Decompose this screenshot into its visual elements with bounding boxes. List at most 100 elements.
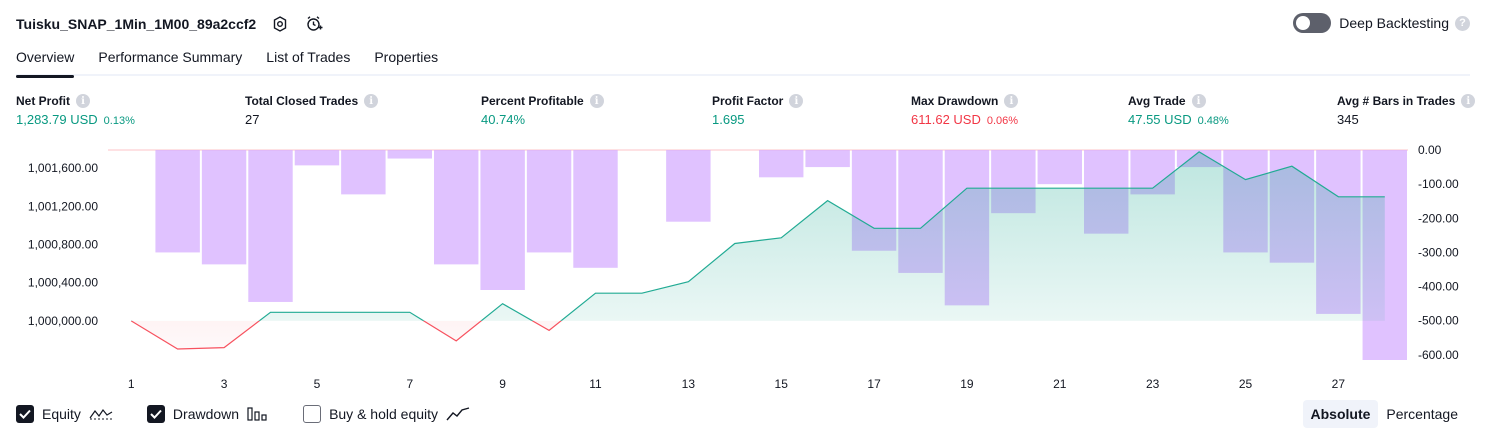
metric-value: 1.695	[712, 112, 745, 127]
deep-backtesting-label: Deep Backtesting	[1339, 15, 1449, 31]
report-header: Tuisku_SNAP_1Min_1M00_89a2ccf2	[16, 12, 324, 36]
equity-line	[130, 151, 1385, 350]
buy-hold-line-icon	[446, 406, 470, 422]
x-axis-tick: 7	[406, 377, 413, 391]
metric-percent-profitable: Percent Profitable i 40.74%	[481, 92, 604, 130]
info-icon[interactable]: i	[1191, 94, 1206, 108]
metric-percent: 0.13%	[103, 115, 135, 127]
help-icon[interactable]: ?	[1455, 15, 1470, 31]
metric-label: Max Drawdown	[911, 94, 999, 108]
percentage-button[interactable]: Percentage	[1386, 406, 1458, 422]
x-axis-tick: 9	[499, 377, 506, 391]
absolute-button[interactable]: Absolute	[1302, 400, 1379, 428]
right-axis-tick: -600.00	[1418, 348, 1459, 362]
drawdown-bar	[1037, 150, 1082, 185]
x-axis-tick: 27	[1332, 377, 1346, 391]
metric-max-drawdown: Max Drawdown i 611.62 USD 0.06%	[911, 92, 1019, 130]
left-price-axis: 1,001,600.00 1,001,200.00 1,000,800.00 1,00…	[28, 161, 98, 328]
drawdown-bars-icon	[247, 406, 269, 422]
drawdown-bar	[573, 150, 618, 268]
metric-label: Percent Profitable	[481, 94, 584, 108]
trade-number-axis: 1 3 5 7 9 11 13 15 17 19 21 23 25 27	[128, 377, 1345, 391]
drawdown-bar	[434, 150, 479, 265]
metric-value: 1,283.79 USD	[16, 112, 98, 127]
right-axis-tick: -500.00	[1418, 314, 1459, 328]
left-axis-tick: 1,000,800.00	[28, 238, 98, 252]
metric-value: 27	[245, 112, 260, 127]
alarm-add-icon[interactable]	[304, 14, 324, 34]
equity-line-profit	[131, 151, 1385, 321]
tab-list-of-trades[interactable]: List of Trades	[266, 49, 351, 65]
drawdown-bar	[387, 150, 432, 159]
drawdown-bar	[155, 150, 200, 253]
drawdown-checkbox[interactable]	[146, 405, 165, 423]
equity-fill-loss	[131, 320, 1385, 349]
metric-avg-bars-in-trades: Avg # Bars in Trades i 345	[1337, 92, 1476, 130]
deep-backtesting-toggle[interactable]	[1293, 13, 1332, 33]
metric-percent: 0.06%	[986, 115, 1019, 127]
legend-label: Buy & hold equity	[329, 406, 439, 422]
info-icon[interactable]: i	[1461, 94, 1476, 108]
tab-properties[interactable]: Properties	[374, 49, 439, 65]
drawdown-bar	[759, 150, 804, 178]
right-axis-tick: 0.00	[1418, 143, 1442, 157]
legend-drawdown[interactable]: Drawdown	[146, 405, 269, 423]
x-axis-tick: 11	[589, 377, 602, 391]
metric-profit-factor: Profit Factor i 1.695	[712, 92, 804, 130]
x-axis-tick: 15	[775, 377, 789, 391]
x-axis-tick: 19	[960, 377, 974, 391]
info-icon[interactable]: i	[364, 94, 379, 108]
equity-drawdown-chart[interactable]: 1,001,600.00 1,001,200.00 1,000,800.00 1,00…	[0, 140, 1486, 400]
metric-value: 611.62 USD	[911, 112, 981, 127]
toggle-knob	[1296, 16, 1311, 30]
left-axis-tick: 1,000,000.00	[28, 314, 98, 328]
x-axis-tick: 25	[1239, 377, 1253, 391]
info-icon[interactable]: i	[789, 94, 804, 108]
x-axis-tick: 23	[1146, 377, 1160, 391]
value-mode-switch: Absolute Percentage	[1302, 400, 1467, 428]
drawdown-bar	[341, 150, 386, 195]
x-axis-tick: 1	[128, 377, 135, 391]
drawdown-bar	[480, 150, 525, 290]
right-axis-tick: -300.00	[1418, 245, 1459, 259]
drawdown-bar	[805, 150, 850, 168]
right-drawdown-axis: 0.00 -100.00 -200.00 -300.00 -400.00 -500.00 -…	[1418, 143, 1459, 362]
metric-percent: 0.48%	[1197, 115, 1229, 127]
equity-line-icon	[89, 406, 113, 422]
deep-backtesting: Deep Backtesting ?	[1293, 13, 1470, 33]
legend-label: Equity	[42, 406, 81, 422]
metric-label: Net Profit	[16, 94, 70, 108]
info-icon[interactable]: i	[1004, 94, 1019, 108]
x-axis-tick: 13	[682, 377, 696, 391]
buy-hold-checkbox[interactable]	[303, 405, 322, 423]
metric-label: Avg # Bars in Trades	[1337, 94, 1456, 108]
tab-overview[interactable]: Overview	[16, 44, 75, 78]
info-icon[interactable]: i	[76, 94, 90, 108]
drawdown-bar	[666, 150, 711, 222]
drawdown-bar	[248, 150, 293, 302]
left-axis-tick: 1,000,400.00	[28, 276, 98, 290]
legend-label: Drawdown	[172, 406, 240, 422]
equity-checkbox[interactable]	[16, 405, 34, 423]
drawdown-bar	[201, 150, 247, 265]
metric-label: Total Closed Trades	[245, 94, 359, 108]
drawdown-bar	[526, 150, 572, 253]
x-axis-tick: 17	[867, 377, 881, 391]
chart-legend: Equity Drawdown Buy & hold equity	[16, 404, 504, 424]
info-icon[interactable]: i	[589, 94, 604, 108]
metric-total-closed-trades: Total Closed Trades i 27	[245, 92, 379, 130]
legend-buy-hold-equity[interactable]: Buy & hold equity	[303, 405, 470, 423]
equity-fill	[131, 151, 1385, 349]
metric-value: 40.74%	[481, 112, 526, 127]
equity-fill-profit	[259, 151, 1385, 321]
right-axis-tick: -200.00	[1418, 211, 1459, 225]
metric-net-profit: Net Profit i 1,283.79 USD 0.13%	[16, 92, 135, 130]
legend-equity[interactable]: Equity	[16, 405, 113, 423]
left-axis-tick: 1,001,200.00	[28, 199, 98, 213]
right-axis-tick: -400.00	[1418, 280, 1459, 294]
metric-label: Avg Trade	[1128, 94, 1186, 108]
tab-performance-summary[interactable]: Performance Summary	[98, 49, 243, 65]
x-axis-tick: 21	[1053, 377, 1067, 391]
settings-icon[interactable]	[270, 14, 290, 34]
report-tabs: Overview Performance Summary List of Tra…	[16, 44, 1470, 78]
